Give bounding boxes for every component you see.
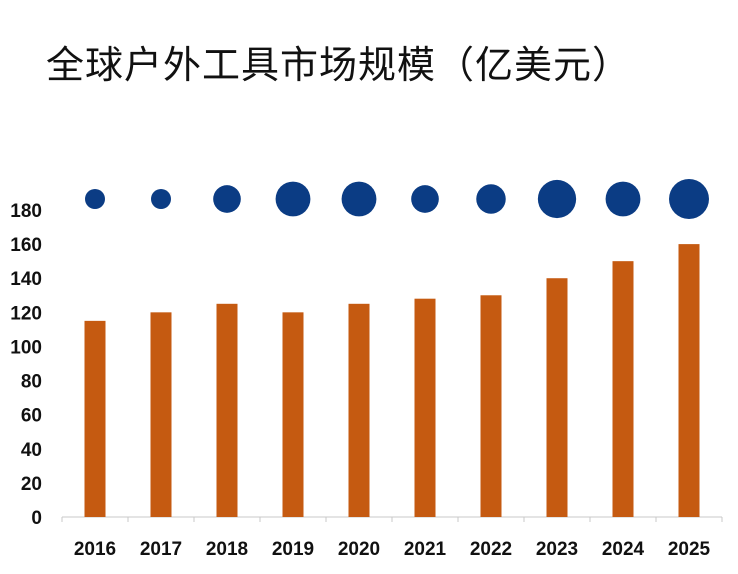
x-tick-label: 2025: [668, 539, 711, 560]
y-tick-label: 60: [21, 406, 42, 427]
bubble: [476, 184, 506, 214]
bubble: [85, 189, 105, 209]
y-tick-label: 180: [10, 201, 42, 222]
x-tick-label: 2024: [602, 539, 645, 560]
y-tick-label: 100: [10, 337, 42, 358]
y-tick-label: 80: [21, 372, 42, 393]
y-tick-label: 0: [31, 508, 42, 529]
x-tick-label: 2023: [536, 539, 578, 560]
bar: [546, 278, 568, 517]
bubble: [669, 179, 709, 219]
bubble: [411, 185, 439, 213]
x-tick-label: 2020: [338, 539, 380, 560]
x-tick-label: 2018: [206, 539, 248, 560]
x-tick-label: 2022: [470, 539, 512, 560]
bar: [348, 303, 370, 517]
bubble: [275, 181, 311, 217]
bubble: [213, 185, 241, 213]
chart-title: 全球户外工具市场规模（亿美元）: [46, 43, 632, 87]
y-tick-label: 160: [10, 235, 42, 256]
x-tick-label: 2016: [74, 539, 116, 560]
bar: [282, 312, 304, 517]
y-tick-label: 140: [10, 269, 42, 290]
y-tick-label: 120: [10, 303, 42, 324]
bar: [678, 244, 700, 517]
x-tick-label: 2019: [272, 539, 314, 560]
x-tick-label: 2017: [140, 539, 182, 560]
bubble: [151, 189, 171, 209]
bubble: [341, 181, 377, 217]
bar: [612, 261, 634, 517]
bar: [150, 312, 172, 517]
bubble: [605, 181, 641, 217]
bar: [480, 295, 502, 517]
y-tick-label: 20: [21, 474, 42, 495]
bubble: [537, 179, 577, 219]
y-tick-label: 40: [21, 440, 42, 461]
x-tick-label: 2021: [404, 539, 447, 560]
bar: [216, 303, 238, 517]
bar: [84, 320, 106, 517]
bar: [414, 298, 436, 517]
